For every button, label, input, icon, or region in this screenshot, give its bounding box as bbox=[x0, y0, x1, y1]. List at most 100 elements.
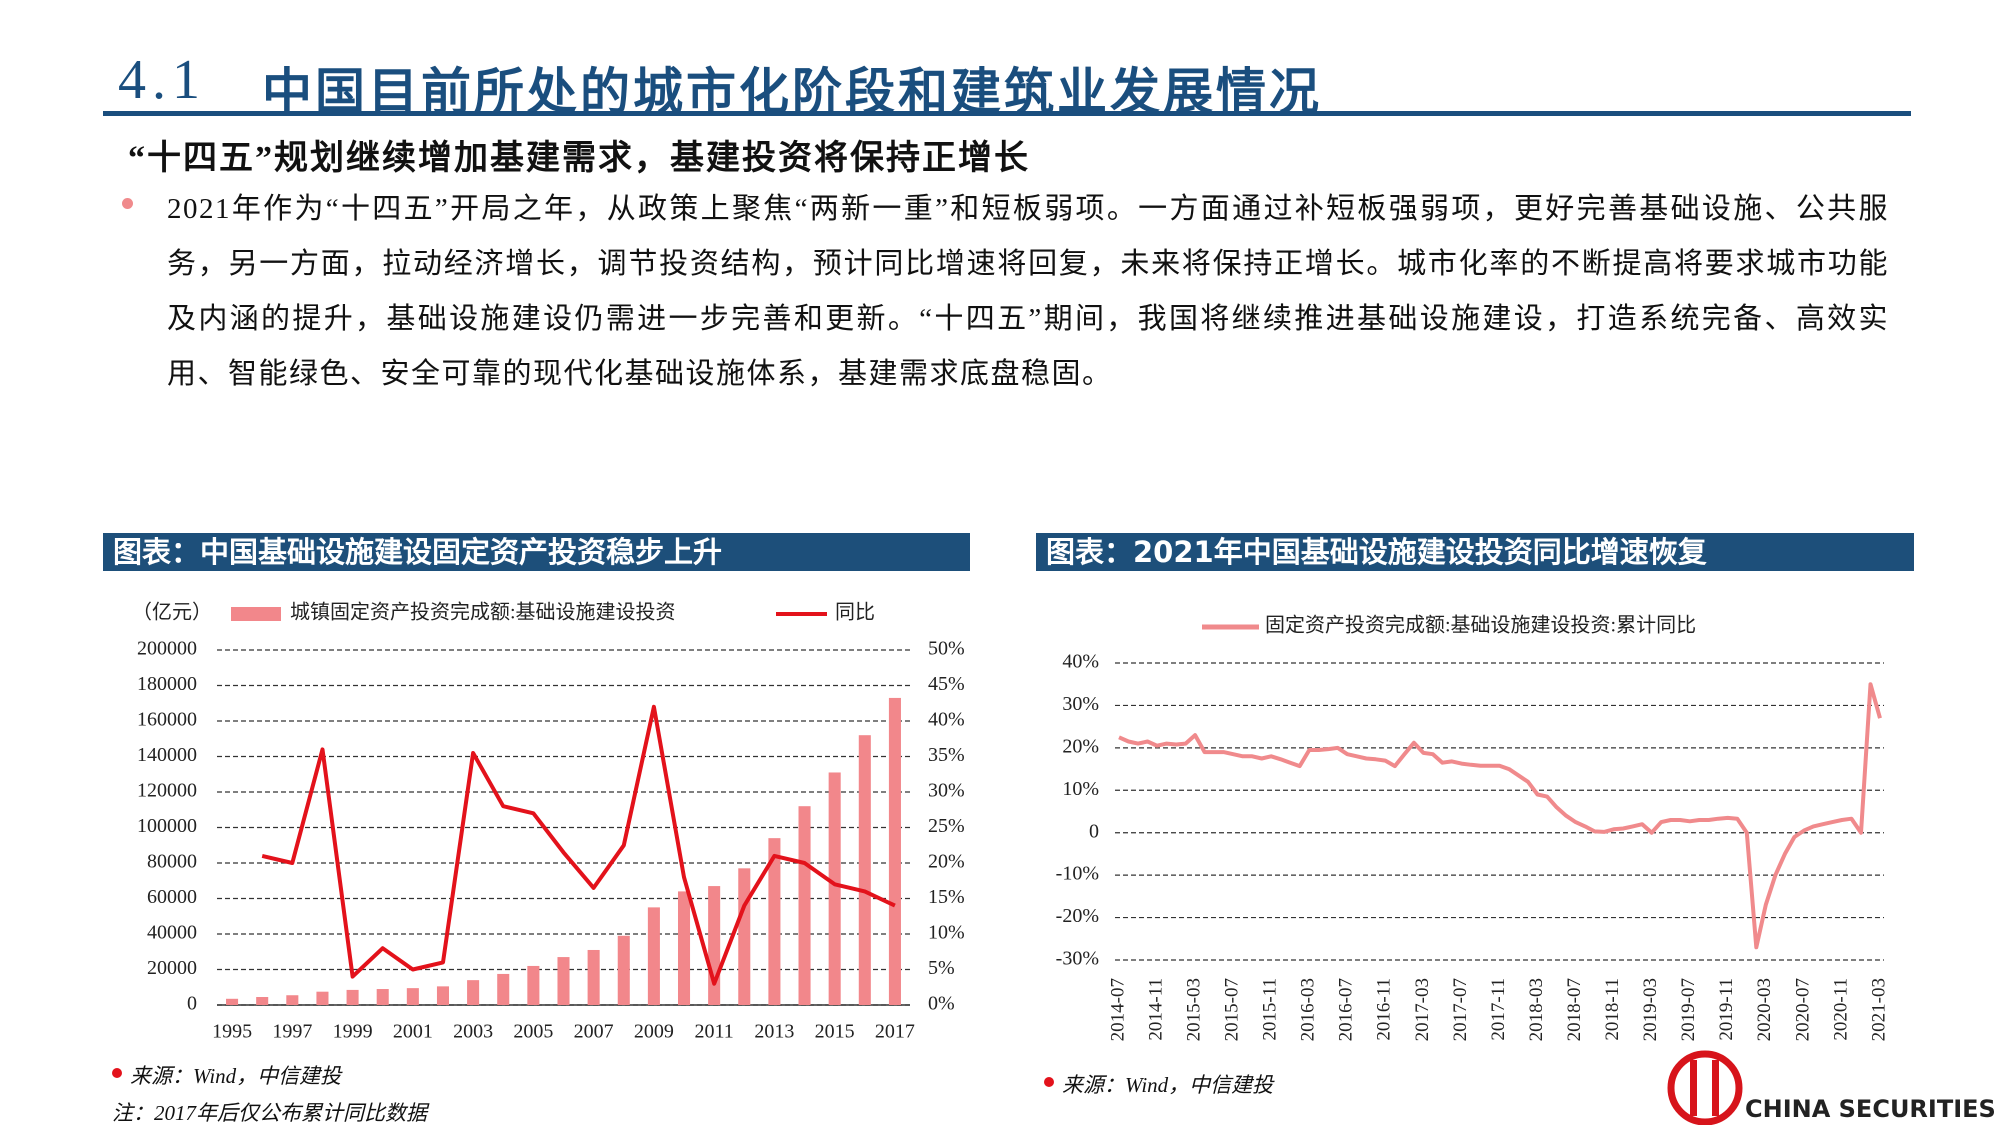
x-tick-label: 2018-03 bbox=[1526, 978, 1547, 1041]
bar bbox=[888, 697, 901, 1005]
bar bbox=[647, 907, 660, 1005]
x-tick-label: 1997 bbox=[272, 1021, 312, 1043]
section-number: 4.1 bbox=[118, 49, 206, 111]
bar bbox=[467, 980, 480, 1005]
y-tick-label: 20000 bbox=[147, 957, 197, 979]
y2-tick-label: 40% bbox=[928, 709, 965, 731]
x-tick-label: 2016-03 bbox=[1298, 978, 1319, 1041]
x-tick-label: 2013 bbox=[754, 1021, 794, 1043]
x-tick-label: 2009 bbox=[634, 1021, 674, 1043]
x-tick-label: 2019-07 bbox=[1678, 978, 1699, 1041]
logo-bar bbox=[1690, 1060, 1697, 1116]
line bbox=[261, 704, 896, 986]
y-tick-label: 60000 bbox=[147, 886, 197, 908]
bar bbox=[316, 991, 329, 1005]
source-dot bbox=[112, 1068, 122, 1078]
y-tick-label: 80000 bbox=[147, 851, 197, 873]
x-tick-label: 2018-11 bbox=[1602, 978, 1623, 1041]
line bbox=[1118, 682, 1882, 950]
y-tick-label: 0 bbox=[1089, 820, 1099, 842]
x-tick-label: 2016-07 bbox=[1336, 978, 1357, 1041]
y2-tick-label: 30% bbox=[928, 780, 965, 802]
y-tick-label: 160000 bbox=[137, 709, 197, 731]
x-tick-label: 2015-07 bbox=[1222, 978, 1243, 1041]
source: 来源：Wind，中信建投 bbox=[130, 1064, 342, 1088]
bar bbox=[406, 988, 419, 1005]
bar bbox=[858, 735, 871, 1005]
y2-tick-label: 50% bbox=[928, 638, 965, 660]
y2-tick-label: 25% bbox=[928, 815, 965, 837]
y2-tick-label: 10% bbox=[928, 922, 965, 944]
x-tick-label: 2017-03 bbox=[1412, 978, 1433, 1041]
x-tick-label: 2017-11 bbox=[1488, 978, 1509, 1041]
legend-label: 固定资产投资完成额:基础设施建设投资:累计同比 bbox=[1265, 614, 1696, 637]
x-tick-label: 2019-11 bbox=[1716, 978, 1737, 1041]
x-tick-label: 1999 bbox=[333, 1021, 373, 1043]
source: 来源：Wind，中信建投 bbox=[1062, 1073, 1274, 1097]
logo-text: CHINA SECURITIES bbox=[1745, 1095, 1996, 1123]
bar bbox=[587, 949, 600, 1005]
bullet-dot bbox=[122, 198, 133, 209]
legend-label: 城镇固定资产投资完成额:基础设施建设投资 bbox=[290, 601, 676, 624]
x-tick-label: 2020-11 bbox=[1830, 978, 1851, 1041]
x-tick-label: 1995 bbox=[212, 1021, 252, 1043]
bar bbox=[286, 995, 299, 1005]
y-tick-label: 40000 bbox=[147, 922, 197, 944]
x-tick-label: 2020-03 bbox=[1754, 978, 1775, 1041]
x-tick-label: 2001 bbox=[393, 1021, 433, 1043]
y-tick-label: 0 bbox=[187, 993, 197, 1015]
panel-heading: 图表：中国基础设施建设固定资产投资稳步上升 bbox=[103, 533, 970, 571]
x-tick-label: 2020-07 bbox=[1792, 978, 1813, 1041]
y-tick-label: -20% bbox=[1056, 905, 1099, 927]
subtitle: “十四五”规划继续增加基建需求，基建投资将保持正增长 bbox=[128, 140, 1030, 177]
y-tick-label: 100000 bbox=[137, 815, 197, 837]
bar bbox=[436, 986, 450, 1005]
bar bbox=[828, 772, 841, 1005]
x-tick-label: 2014-11 bbox=[1145, 978, 1166, 1041]
y2-tick-label: 15% bbox=[928, 886, 965, 908]
y-tick-label: 140000 bbox=[137, 744, 197, 766]
bar bbox=[798, 806, 811, 1005]
bar bbox=[256, 997, 269, 1005]
bullet-text: 2021年作为“十四五”开局之年，从政策上聚焦“两新一重”和短板弱项。一方面通过… bbox=[167, 193, 1889, 390]
bar bbox=[617, 935, 630, 1005]
legend-swatch bbox=[231, 607, 281, 621]
y-axis-label: （亿元） bbox=[132, 601, 212, 624]
x-tick-label: 2003 bbox=[453, 1021, 493, 1043]
x-tick-label: 2016-11 bbox=[1374, 978, 1395, 1041]
x-tick-label: 2015-03 bbox=[1183, 978, 1204, 1041]
y2-tick-label: 35% bbox=[928, 744, 965, 766]
bar bbox=[346, 989, 359, 1005]
bar bbox=[708, 886, 721, 1005]
y2-tick-label: 0% bbox=[928, 993, 955, 1015]
bar bbox=[527, 965, 540, 1005]
bar bbox=[376, 989, 389, 1005]
x-tick-label: 2011 bbox=[695, 1021, 734, 1043]
bar bbox=[497, 973, 510, 1005]
bar bbox=[226, 998, 239, 1005]
y-tick-label: 40% bbox=[1062, 651, 1099, 673]
y-tick-label: -10% bbox=[1056, 863, 1099, 885]
bar bbox=[557, 957, 570, 1005]
bar bbox=[738, 868, 751, 1005]
x-tick-label: 2018-07 bbox=[1564, 978, 1585, 1041]
y-tick-label: 200000 bbox=[137, 638, 197, 660]
note: 注：2017年后仅公布累计同比数据 bbox=[112, 1101, 427, 1125]
x-tick-label: 2021-03 bbox=[1868, 978, 1889, 1041]
source-dot bbox=[1044, 1077, 1054, 1087]
bar bbox=[768, 838, 781, 1005]
logo-ring bbox=[1667, 1050, 1743, 1125]
logo-bar bbox=[1712, 1060, 1719, 1116]
y-tick-label: 30% bbox=[1062, 693, 1099, 715]
legend-label: 同比 bbox=[835, 601, 875, 624]
y2-tick-label: 5% bbox=[928, 957, 955, 979]
title-rule bbox=[103, 111, 1911, 116]
x-tick-label: 2015-11 bbox=[1260, 978, 1281, 1041]
x-tick-label: 2005 bbox=[513, 1021, 553, 1043]
x-tick-label: 2019-03 bbox=[1640, 978, 1661, 1041]
x-tick-label: 2015 bbox=[815, 1021, 855, 1043]
y2-tick-label: 20% bbox=[928, 851, 965, 873]
y-tick-label: 20% bbox=[1062, 735, 1099, 757]
